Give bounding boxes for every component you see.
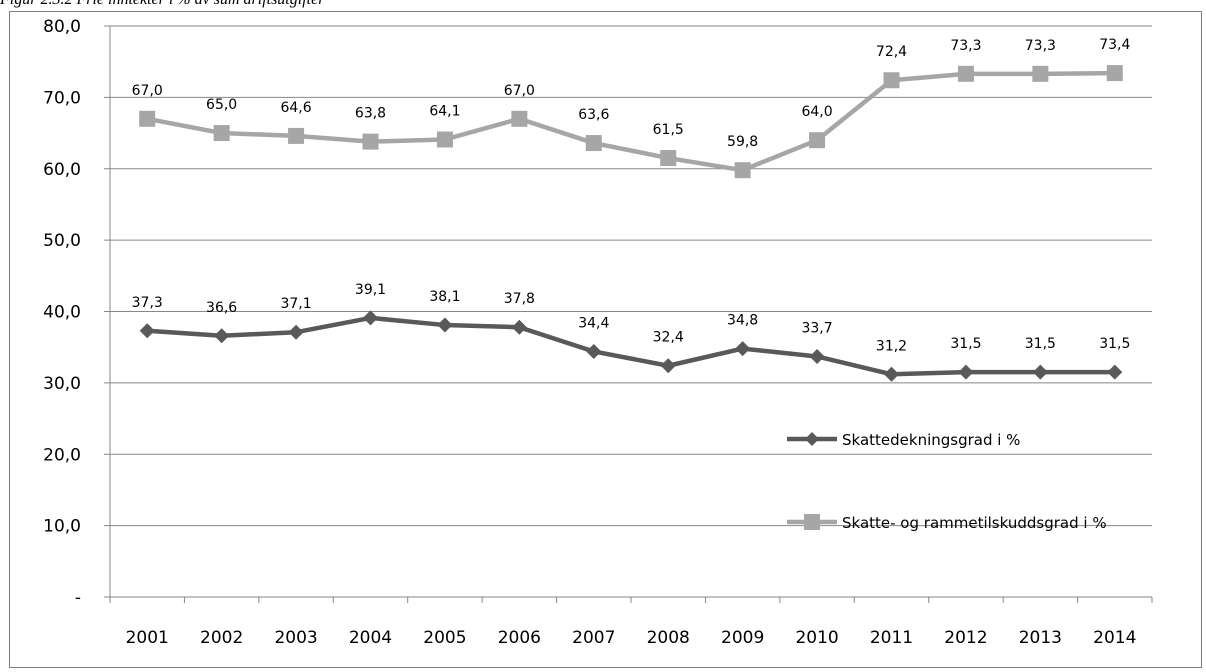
data-label: 34,8 (727, 313, 758, 329)
data-point-square (585, 135, 602, 152)
data-point-diamond (586, 343, 602, 359)
x-tick-label: 2006 (498, 628, 541, 648)
x-tick-label: 2008 (647, 628, 690, 648)
data-label: 63,6 (578, 107, 609, 123)
data-point-square (511, 110, 528, 127)
data-label: 65,0 (206, 97, 237, 113)
data-point-square (883, 72, 900, 89)
data-label: 38,1 (429, 289, 460, 305)
data-label: 73,3 (950, 38, 981, 54)
x-tick-label: 2007 (572, 628, 615, 648)
data-point-diamond (1032, 364, 1048, 380)
data-point-diamond (437, 317, 453, 333)
data-label: 34,4 (578, 315, 609, 331)
x-tick-label: 2014 (1093, 628, 1136, 648)
x-tick-label: 2004 (349, 628, 392, 648)
data-label: 73,4 (1099, 37, 1130, 53)
legend-label: Skatte- og rammetilskuddsgrad i % (842, 514, 1107, 532)
data-label: 61,5 (653, 122, 684, 138)
data-label: 59,8 (727, 134, 758, 150)
legend-marker-square (804, 514, 820, 530)
x-tick-label: 2010 (795, 628, 838, 648)
data-point-square (436, 131, 453, 148)
data-point-diamond (363, 310, 378, 326)
data-point-square (809, 132, 826, 149)
x-tick-label: 2009 (721, 628, 764, 648)
series-line (147, 315, 1115, 377)
data-point-diamond (511, 319, 527, 335)
y-tick-label: - (75, 588, 81, 608)
data-point-square (957, 65, 974, 82)
chart-frame (9, 11, 1202, 668)
data-label: 36,6 (206, 300, 237, 316)
data-label: 31,2 (876, 338, 907, 354)
y-tick-label: 60,0 (43, 160, 81, 180)
data-point-square (734, 162, 751, 179)
data-point-square (288, 127, 305, 144)
x-tick-label: 2001 (126, 628, 169, 648)
y-tick-label: 50,0 (43, 231, 81, 251)
data-label: 31,5 (950, 336, 981, 352)
data-label: 67,0 (504, 83, 535, 99)
y-tick-label: 10,0 (43, 517, 81, 537)
data-point-square (660, 150, 677, 167)
data-label: 39,1 (355, 282, 386, 298)
data-label: 67,0 (132, 83, 163, 99)
data-point-diamond (1107, 364, 1123, 380)
x-tick-label: 2002 (200, 628, 243, 648)
y-tick-label: 70,0 (43, 88, 81, 108)
series-line (146, 70, 1115, 173)
legend-marker-diamond (805, 432, 819, 446)
data-label: 31,5 (1099, 336, 1130, 352)
data-label: 63,8 (355, 106, 386, 122)
data-point-square (1032, 65, 1049, 82)
data-label: 37,8 (504, 291, 535, 307)
data-point-diamond (958, 364, 974, 380)
x-tick-label: 2013 (1019, 628, 1062, 648)
x-tick-label: 2012 (944, 628, 987, 648)
x-tick-label: 2005 (423, 628, 466, 648)
data-label: 37,3 (132, 295, 163, 311)
data-label: 64,1 (429, 103, 460, 119)
data-point-diamond (809, 348, 825, 364)
data-point-square (1106, 65, 1123, 82)
data-label: 73,3 (1025, 38, 1056, 54)
data-label: 31,5 (1025, 336, 1056, 352)
y-tick-label: 80,0 (43, 17, 81, 37)
data-label: 32,4 (653, 330, 684, 346)
legend-label: Skattedekningsgrad i % (842, 431, 1020, 449)
x-tick-label: 2011 (870, 628, 913, 648)
y-tick-label: 20,0 (43, 445, 81, 465)
data-point-diamond (288, 324, 304, 340)
data-point-diamond (214, 328, 230, 344)
data-point-square (139, 110, 156, 127)
data-label: 33,7 (801, 320, 832, 336)
y-tick-label: 40,0 (43, 303, 81, 323)
data-label: 64,0 (801, 104, 832, 120)
data-point-diamond (660, 358, 676, 374)
y-tick-label: 30,0 (43, 374, 81, 394)
data-label: 72,4 (876, 44, 907, 60)
data-label: 64,6 (280, 100, 311, 116)
figure-caption: Figur 2.3.2 Frie inntekter i % av sum dr… (0, 0, 324, 11)
data-point-diamond (884, 366, 899, 382)
data-point-diamond (735, 341, 751, 357)
data-point-square (213, 125, 230, 142)
data-point-square (362, 133, 379, 150)
data-point-diamond (139, 323, 155, 339)
data-label: 37,1 (280, 296, 311, 312)
x-tick-label: 2003 (274, 628, 317, 648)
